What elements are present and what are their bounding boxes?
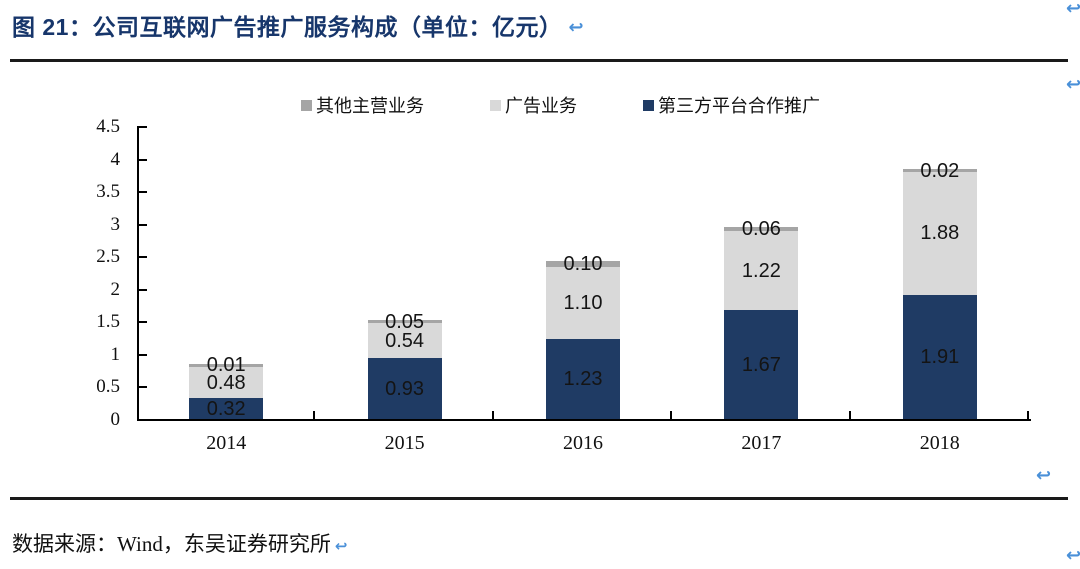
y-axis-tick — [139, 256, 147, 259]
x-axis-label: 2017 — [741, 432, 782, 454]
bar-value-label: 0.32 — [206, 397, 246, 420]
bar-value-label: 1.10 — [563, 292, 603, 315]
legend-item: 广告业务 — [490, 92, 577, 118]
top-divider — [10, 59, 1068, 62]
bar-segment — [724, 230, 799, 311]
y-axis-label: 3.5 — [96, 181, 120, 203]
return-icon: ↩ — [1066, 74, 1080, 95]
legend-swatch-icon — [301, 99, 312, 111]
bar-value-label: 0.48 — [206, 371, 246, 394]
bar-segment — [902, 169, 977, 173]
bar-value-label: 1.88 — [920, 222, 960, 245]
chart-legend: 其他主营业务 广告业务 第三方平台合作推广 — [301, 92, 820, 118]
y-axis-label: 4.5 — [96, 116, 120, 138]
y-axis-tick — [139, 126, 147, 129]
y-axis-label: 1 — [110, 343, 121, 365]
legend-swatch-icon — [490, 99, 501, 111]
y-axis-tick — [139, 288, 147, 291]
bar-value-label: 0.54 — [385, 329, 425, 352]
x-axis-line — [137, 419, 1031, 421]
x-axis-label: 2018 — [919, 432, 960, 454]
y-axis-label: 1.5 — [96, 311, 120, 333]
bar-segment — [189, 363, 264, 367]
bar-segment — [724, 310, 799, 419]
y-axis-tick — [139, 353, 147, 356]
legend-label: 广告业务 — [505, 96, 577, 116]
y-axis-tick — [139, 386, 147, 389]
bar-segment — [902, 172, 977, 295]
bar-value-label: 1.22 — [741, 259, 781, 282]
bar-value-label: 0.10 — [563, 253, 603, 276]
y-axis-label: 0 — [110, 409, 121, 430]
x-axis-label: 2016 — [563, 432, 603, 454]
x-axis-tick — [670, 411, 673, 419]
y-axis-label: 4 — [110, 148, 121, 170]
figure-title: 图 21：公司互联网广告推广服务构成（单位：亿元） ↩ — [12, 8, 584, 42]
bar-value-label: 0.02 — [920, 159, 960, 182]
bottom-divider — [10, 497, 1068, 500]
bar-value-label: 1.67 — [741, 353, 781, 376]
bar-segment — [902, 294, 977, 419]
bar-value-label: 0.05 — [385, 310, 425, 333]
y-axis-tick — [139, 158, 147, 161]
legend-item: 第三方平台合作推广 — [643, 92, 820, 118]
y-axis-tick — [139, 223, 147, 226]
bar-segment — [189, 366, 264, 399]
return-icon: ↩ — [1066, 0, 1080, 19]
bar-segment — [367, 358, 442, 419]
legend-swatch-icon — [643, 99, 654, 111]
bar-value-label: 0.01 — [206, 354, 246, 377]
data-source-text: 数据来源：Wind，东吴证券研究所 — [12, 532, 331, 556]
x-axis-label: 2014 — [206, 432, 247, 454]
bar-segment — [546, 260, 620, 268]
y-axis-tick — [139, 321, 147, 324]
bar-segment — [546, 338, 620, 419]
legend-item: 其他主营业务 — [301, 92, 424, 118]
y-axis-label: 2 — [110, 278, 121, 300]
y-axis-label: 2.5 — [96, 246, 120, 268]
figure-title-text: 图 21：公司互联网广告推广服务构成（单位：亿元） — [12, 14, 563, 40]
return-icon: ↩ — [1036, 465, 1052, 486]
return-icon: ↩ — [334, 537, 348, 555]
legend-label: 第三方平台合作推广 — [658, 96, 820, 116]
x-axis-tick — [313, 411, 316, 419]
x-axis-tick — [848, 411, 851, 419]
return-icon: ↩ — [568, 17, 585, 38]
x-axis-tick — [1027, 411, 1029, 419]
bar-value-label: 0.06 — [741, 217, 781, 240]
y-axis-label: 3 — [110, 213, 121, 235]
bar-segment — [546, 267, 620, 339]
bar-value-label: 1.91 — [920, 345, 960, 368]
bar-segment — [367, 323, 442, 359]
bar-segment — [189, 398, 264, 419]
bar-segment — [724, 226, 799, 231]
return-icon: ↩ — [1066, 545, 1080, 566]
y-axis-tick — [139, 191, 147, 194]
bar-value-label: 0.93 — [385, 377, 425, 400]
x-axis-label: 2015 — [384, 432, 425, 454]
data-source-note: 数据来源：Wind，东吴证券研究所 ↩ — [12, 528, 347, 558]
bar-segment — [367, 320, 442, 324]
legend-label: 其他主营业务 — [316, 96, 424, 116]
bar-value-label: 1.23 — [563, 367, 603, 390]
y-axis-line — [137, 126, 139, 421]
y-axis-label: 0.5 — [96, 376, 120, 398]
x-axis-tick — [491, 411, 494, 419]
